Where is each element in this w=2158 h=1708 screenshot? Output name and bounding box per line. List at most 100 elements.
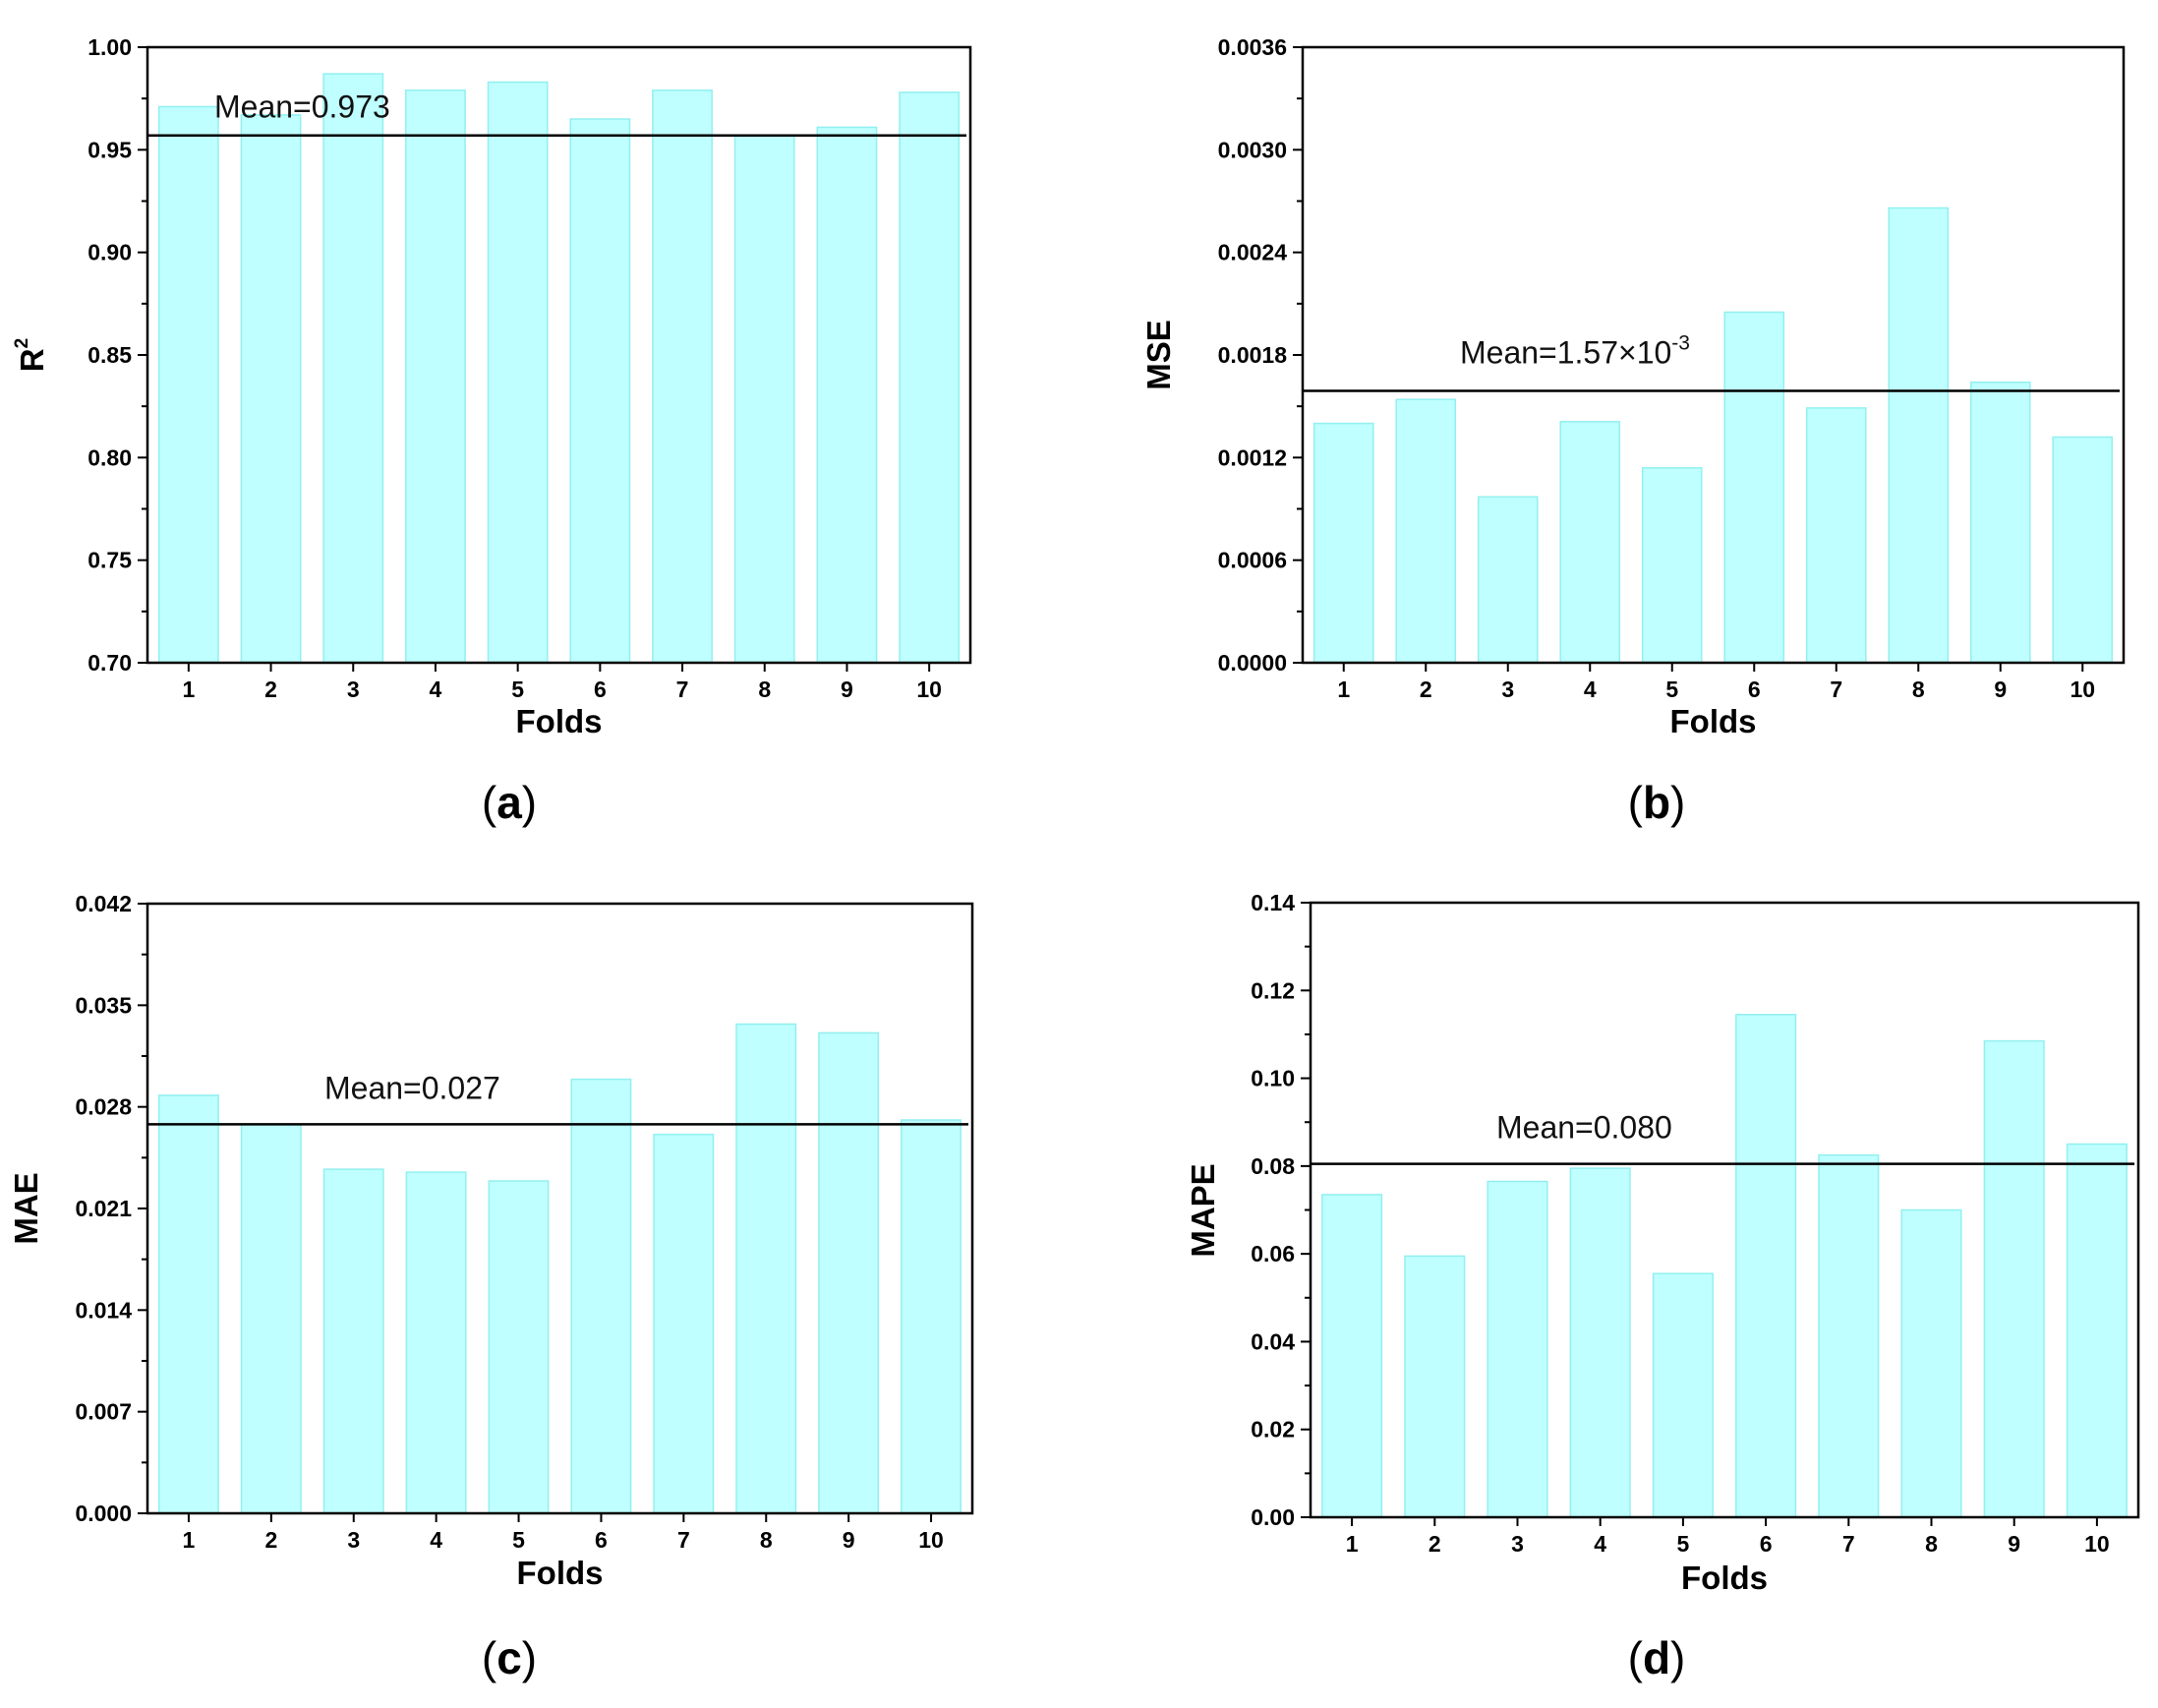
- mean-label: Mean=0.027: [324, 1070, 500, 1105]
- panel-caption: (b): [1628, 777, 1686, 828]
- bar-fold-5: [1652, 1272, 1714, 1518]
- x-tick-label: 6: [594, 677, 607, 702]
- x-tick-label: 7: [1842, 1531, 1855, 1557]
- x-tick-label: 4: [430, 1527, 442, 1553]
- bar-fold-9: [818, 1031, 880, 1514]
- x-tick-label: 7: [677, 1527, 690, 1553]
- x-tick-label: 1: [182, 677, 195, 702]
- x-tick-label: 3: [347, 677, 360, 702]
- mean-label: Mean=1.57×10-3: [1460, 332, 1690, 371]
- y-tick-label: 0.028: [75, 1094, 132, 1120]
- bar-fold-9: [1983, 1039, 2045, 1518]
- y-tick-label: 0.0024: [1218, 240, 1288, 265]
- x-tick-label: 8: [758, 677, 771, 702]
- x-tick-label: 7: [676, 677, 689, 702]
- y-tick-label: 0.042: [75, 891, 132, 916]
- bar-fold-8: [733, 134, 795, 664]
- bar-fold-5: [1641, 467, 1703, 664]
- y-tick-label: 0.035: [75, 992, 132, 1018]
- panel-caption: (c): [482, 1632, 537, 1683]
- x-tick-label: 6: [595, 1527, 608, 1553]
- y-tick-label: 0.95: [87, 137, 132, 162]
- x-tick-label: 2: [264, 677, 277, 702]
- x-axis-label: Folds: [517, 1555, 604, 1591]
- y-tick-label: 0.0012: [1218, 444, 1287, 470]
- bar-fold-2: [240, 1123, 302, 1514]
- x-tick-label: 10: [918, 1527, 944, 1553]
- bar-fold-1: [157, 105, 219, 664]
- bar-fold-2: [240, 114, 302, 664]
- x-tick-label: 8: [1925, 1531, 1938, 1557]
- y-tick-label: 0.0036: [1218, 34, 1287, 60]
- x-axis-label: Folds: [1681, 1560, 1768, 1596]
- x-axis-label: Folds: [516, 703, 603, 739]
- bar-fold-10: [2052, 436, 2114, 664]
- x-tick-label: 2: [264, 1527, 277, 1553]
- y-tick-label: 0.000: [75, 1501, 132, 1526]
- y-tick-label: 0.06: [1251, 1241, 1295, 1266]
- y-tick-label: 0.10: [1251, 1066, 1295, 1091]
- y-tick-label: 0.007: [75, 1399, 132, 1425]
- bar-fold-8: [735, 1023, 797, 1514]
- bar-fold-2: [1395, 398, 1457, 664]
- bar-fold-4: [405, 1171, 467, 1514]
- bar-fold-3: [322, 1168, 384, 1514]
- x-tick-label: 3: [1511, 1531, 1524, 1557]
- bar-fold-7: [1805, 407, 1867, 664]
- bar-fold-6: [1723, 311, 1785, 664]
- x-tick-label: 2: [1429, 1531, 1441, 1557]
- x-tick-label: 1: [183, 1527, 196, 1553]
- y-axis-label: R2: [12, 338, 50, 372]
- bar-fold-7: [652, 89, 713, 664]
- x-tick-label: 10: [2084, 1531, 2110, 1557]
- y-tick-label: 0.12: [1251, 977, 1295, 1003]
- x-tick-label: 9: [843, 1527, 855, 1553]
- bar-fold-10: [899, 91, 961, 664]
- x-tick-label: 5: [1677, 1531, 1690, 1557]
- bar-fold-4: [405, 89, 466, 664]
- y-tick-label: 1.00: [87, 34, 132, 60]
- x-tick-label: 5: [511, 677, 524, 702]
- x-tick-label: 5: [1665, 677, 1678, 702]
- y-tick-label: 0.14: [1251, 890, 1295, 915]
- x-tick-label: 9: [2008, 1531, 2020, 1557]
- bar-fold-9: [816, 126, 878, 664]
- y-tick-label: 0.90: [87, 240, 132, 265]
- y-tick-label: 0.0000: [1218, 650, 1287, 676]
- bar-fold-3: [322, 73, 384, 664]
- x-tick-label: 4: [430, 677, 442, 702]
- y-tick-label: 0.021: [75, 1196, 132, 1221]
- x-tick-label: 8: [760, 1527, 773, 1553]
- x-tick-label: 10: [916, 677, 942, 702]
- bar-fold-4: [1559, 421, 1621, 664]
- bar-fold-6: [570, 1078, 632, 1514]
- bar-fold-3: [1487, 1180, 1548, 1518]
- bar-fold-6: [1735, 1014, 1797, 1518]
- chart-panel-b: 0.0000 0.0006 0.0012 0.0018 0.0024 0.0030 0.00…: [1140, 34, 2126, 828]
- x-tick-label: 2: [1420, 677, 1432, 702]
- x-tick-label: 4: [1584, 677, 1597, 702]
- bar-fold-6: [569, 118, 631, 664]
- bar-fold-10: [2066, 1143, 2128, 1518]
- mean-label: Mean=0.973: [214, 89, 390, 125]
- y-tick-label: 0.00: [1251, 1504, 1295, 1530]
- y-tick-label: 0.70: [87, 650, 132, 676]
- bar-fold-1: [1321, 1194, 1383, 1518]
- x-tick-label: 1: [1337, 677, 1350, 702]
- x-tick-label: 1: [1346, 1531, 1359, 1557]
- y-tick-label: 0.0006: [1218, 548, 1287, 573]
- bar-fold-7: [653, 1133, 715, 1514]
- x-tick-label: 3: [1501, 677, 1514, 702]
- x-tick-label: 7: [1830, 677, 1842, 702]
- bar-fold-5: [488, 1180, 550, 1514]
- chart-panel-d: 0.00 0.02 0.04 0.06 0.08 0.10 0.12 0.14 1 2 3 4 5 6 7 8…: [1185, 890, 2140, 1683]
- x-tick-label: 10: [2070, 677, 2095, 702]
- bar-fold-1: [157, 1094, 219, 1514]
- x-axis-label: Folds: [1670, 703, 1757, 739]
- panel-caption: (d): [1628, 1632, 1686, 1683]
- x-tick-label: 6: [1760, 1531, 1773, 1557]
- y-tick-label: 0.02: [1251, 1417, 1295, 1443]
- y-tick-label: 0.04: [1251, 1328, 1295, 1354]
- y-tick-label: 0.80: [87, 444, 132, 470]
